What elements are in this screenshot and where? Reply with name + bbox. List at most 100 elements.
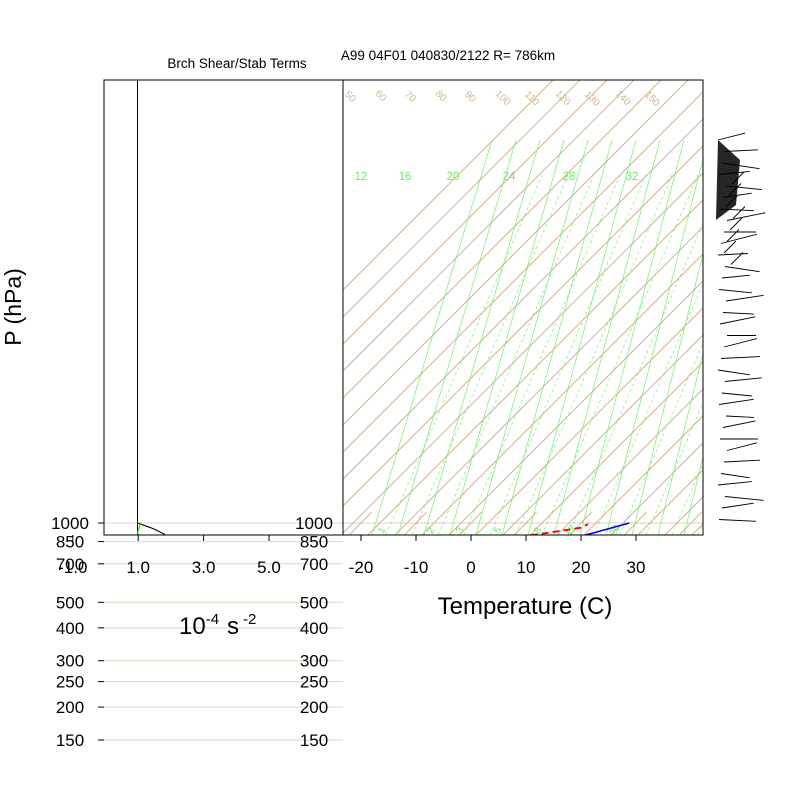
wind-barb <box>724 496 764 501</box>
y-tick-label: 850 <box>300 533 328 552</box>
moist-line <box>397 139 517 535</box>
wind-barb <box>725 415 754 418</box>
x-tick-label: 3.0 <box>192 558 216 577</box>
mixing-ratio-line <box>385 174 543 535</box>
skewt-panel-frame <box>342 79 704 536</box>
x-tick-label: 5.0 <box>257 558 281 577</box>
dry-adiabat-line <box>343 80 554 291</box>
wind-barb <box>717 481 752 486</box>
wind-barb <box>724 149 758 152</box>
wind-barb-flag <box>726 229 740 242</box>
dry-adiabat-line <box>343 118 703 480</box>
mixing-ratio-label: 5 <box>492 525 505 536</box>
moist-line <box>371 139 493 535</box>
dry-adiabat-line <box>343 80 635 372</box>
dry-adiabat-line <box>343 80 662 399</box>
wind-barb <box>721 274 750 279</box>
wind-barb <box>721 392 752 397</box>
wind-barb <box>722 312 754 315</box>
dry-adiabat-line <box>583 415 703 535</box>
x-tick-label: 1.0 <box>126 558 150 577</box>
wind-barb-flag <box>729 217 743 231</box>
wind-barb <box>726 212 766 221</box>
x-tick-label: -10 <box>404 558 429 577</box>
y-tick-label: 200 <box>56 698 84 717</box>
left-panel-gridlines <box>104 80 343 741</box>
mixing-ratio-line <box>489 174 647 535</box>
mixing-ratio-label: 32 <box>626 171 639 183</box>
wind-barb <box>723 338 758 348</box>
mixing-ratio-line <box>515 174 673 535</box>
mixing-ratio-lines: 12 16 20 24 28 321 2 3 5 8 12 20 <box>355 139 703 536</box>
y-tick-label: 1000 <box>295 514 333 533</box>
dry-adiabat-line <box>421 253 703 535</box>
axes: 1502002503004005007008501000150200250300… <box>51 514 645 750</box>
y-tick-label: 400 <box>56 619 84 638</box>
wind-barbs <box>716 132 766 522</box>
wind-barb <box>721 502 754 509</box>
dry-adiabat-line <box>610 442 703 535</box>
mixing-ratio-label: 24 <box>503 171 516 183</box>
wind-barb <box>724 266 760 273</box>
y-tick-label: 500 <box>56 593 84 612</box>
mixing-ratio-label: 28 <box>563 171 576 183</box>
mixing-ratio-label: 16 <box>399 171 412 183</box>
wind-barb-pennant <box>716 140 740 220</box>
moist-line <box>657 351 703 535</box>
wind-barb <box>717 369 750 376</box>
dry-adiabat-line <box>475 307 703 535</box>
wind-barb <box>718 398 754 405</box>
wind-barb <box>723 459 760 463</box>
mixing-ratio-label: 1 <box>376 525 389 536</box>
moist-line <box>449 139 565 535</box>
mixing-ratio-line <box>567 222 703 535</box>
mixing-ratio-line <box>411 174 569 535</box>
moist-line <box>527 139 637 535</box>
wind-barb <box>720 356 760 359</box>
wind-barb <box>719 316 756 325</box>
mixing-ratio-label: 20 <box>447 171 460 183</box>
wind-barb <box>718 519 756 522</box>
mixing-ratio-line <box>463 174 621 535</box>
wind-barb-flag <box>723 240 737 254</box>
mixing-ratio-line <box>437 174 595 535</box>
mixing-ratio-label: 8 <box>532 525 545 536</box>
left-units-label: 10-4 s -2 <box>179 611 256 640</box>
main-title: A99 04F01 040830/2122 R= 786km <box>341 48 555 63</box>
x-tick-label: -1.0 <box>58 558 87 577</box>
y-tick-label: 700 <box>56 555 84 574</box>
y-tick-label: 700 <box>300 555 328 574</box>
moist-line <box>631 252 703 535</box>
mixing-ratio-label: 3 <box>454 525 467 536</box>
dry-adiabat-line <box>343 80 581 318</box>
dry-adiabat-line <box>343 80 608 345</box>
wind-barb-flag <box>730 252 744 265</box>
mixing-ratio-line <box>541 174 699 535</box>
wind-barb <box>720 473 750 479</box>
y-tick-label: 300 <box>56 652 84 671</box>
temperature-axis-title: Temperature (C) <box>438 593 613 620</box>
dry-adiabat-line <box>343 91 703 453</box>
dry-adiabat-line <box>343 145 703 507</box>
wind-barb <box>718 289 752 294</box>
mixing-ratio-label: 12 <box>355 171 368 183</box>
moist-line <box>553 139 661 535</box>
moist-line <box>605 157 703 535</box>
moist-line <box>579 139 685 535</box>
wind-barb <box>726 442 758 451</box>
y-tick-label: 1000 <box>51 514 89 533</box>
y-tick-label: 850 <box>56 533 84 552</box>
dry-adiabat-line <box>343 172 703 534</box>
dry-adiabat-line <box>394 226 703 535</box>
wind-barb <box>722 420 756 428</box>
y-tick-label: 150 <box>300 731 328 750</box>
mixing-ratio-label: 2 <box>425 525 438 536</box>
moist-line <box>501 139 613 535</box>
x-tick-label: 0 <box>466 558 475 577</box>
moist-line <box>423 139 541 535</box>
moist-line <box>683 455 703 535</box>
x-tick-label: 10 <box>517 558 536 577</box>
y-tick-label: 250 <box>300 673 328 692</box>
wind-barb <box>720 233 757 244</box>
